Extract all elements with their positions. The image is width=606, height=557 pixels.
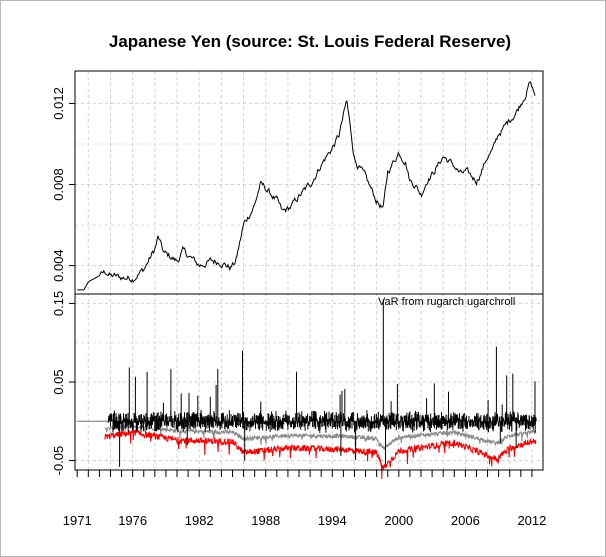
returns-spikes	[107, 299, 537, 467]
var-95-line	[104, 423, 537, 450]
var-99-line	[104, 429, 537, 480]
x-tick-label: 1994	[318, 513, 347, 528]
chart-title: Japanese Yen (source: St. Louis Federal …	[109, 32, 511, 51]
axes	[69, 70, 544, 477]
x-tick-label: 1988	[251, 513, 280, 528]
y-tick-label: 0.05	[51, 369, 66, 394]
y-tick-label: 0.15	[51, 291, 66, 316]
y-tick-label: 0.008	[51, 168, 66, 201]
grid-lines	[75, 71, 543, 470]
x-tick-label: 1976	[118, 513, 147, 528]
var-annotation: VaR from rugarch ugarchroll	[378, 296, 515, 308]
y-tick-label: -0.05	[51, 446, 66, 476]
x-tick-label: 1982	[185, 513, 214, 528]
x-tick-label: 2000	[384, 513, 413, 528]
x-tick-label: 1971	[63, 513, 92, 528]
yen-rate-line	[77, 81, 536, 291]
y-tick-label: 0.012	[51, 87, 66, 120]
y-tick-label: 0.004	[51, 249, 66, 282]
series-layer	[77, 81, 537, 480]
tick-labels: 0.004 0.008 0.012 -0.05 0.05 0.15 1971 1976 1982…	[51, 87, 546, 528]
x-tick-label: 2012	[517, 513, 546, 528]
x-tick-label: 2006	[451, 513, 480, 528]
plot-frame	[74, 70, 544, 471]
